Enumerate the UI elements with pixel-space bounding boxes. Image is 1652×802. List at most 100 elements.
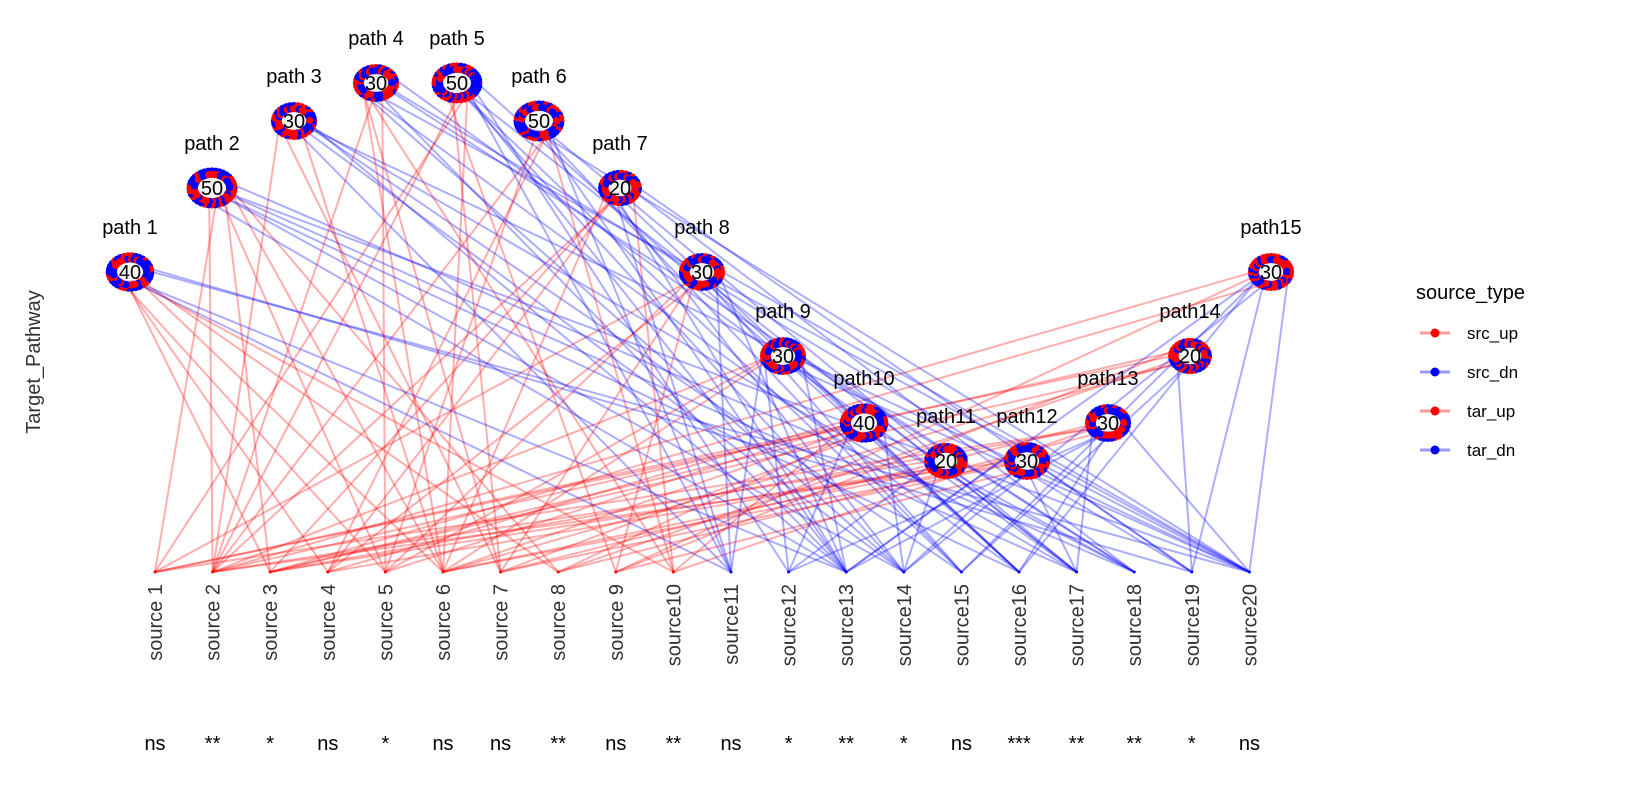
source-point (1247, 570, 1251, 574)
edge-link (710, 264, 1250, 573)
edge-link (327, 415, 862, 573)
significance-label: * (900, 733, 908, 755)
source-point (902, 570, 906, 574)
edge-link (216, 190, 387, 573)
significance-label: ns (951, 733, 972, 755)
edge-link (112, 268, 674, 573)
edge-link (601, 183, 905, 573)
node-center (770, 347, 796, 365)
edge-link (442, 187, 610, 573)
edge-link (440, 78, 617, 573)
pathway-label: path 2 (184, 133, 240, 155)
edge-link (442, 85, 469, 573)
node-center (1178, 347, 1202, 365)
edge-link (226, 185, 444, 573)
pathway-count: 20 (1179, 346, 1201, 368)
edge-link (120, 270, 272, 573)
legend-dot (1430, 445, 1440, 455)
source-label: source 6 (433, 584, 455, 661)
edge-link (960, 358, 1195, 573)
edge-link (608, 186, 1020, 573)
edge-link (450, 85, 502, 573)
pathway-count: 40 (119, 262, 141, 284)
significance-label: * (1188, 733, 1196, 755)
edge-link (902, 462, 942, 573)
node-center (443, 73, 471, 93)
source-label: source 8 (548, 584, 570, 661)
edge-link (932, 461, 1135, 573)
edge-link (673, 428, 1091, 573)
significance-label: ** (550, 733, 566, 755)
source-point-layer (153, 570, 1251, 574)
edge-link (278, 124, 502, 573)
pathway-label: path15 (1240, 217, 1301, 239)
legend-label: src_up (1467, 324, 1518, 343)
pathway-node: 20 path11 (916, 406, 976, 480)
source-label: source18 (1124, 584, 1146, 666)
source-label: source10 (663, 584, 685, 666)
edge-link (633, 184, 1193, 573)
source-point (211, 570, 215, 574)
edge-link (557, 352, 1197, 573)
edge-link (327, 267, 718, 573)
legend-dot (1430, 328, 1440, 338)
edge-link (451, 80, 1078, 573)
pathway-count: 40 (853, 413, 875, 435)
edge-link (307, 122, 847, 573)
source-point (326, 570, 330, 574)
edge-link (463, 82, 732, 573)
node-center (608, 179, 632, 197)
edge-link (154, 85, 474, 573)
source-label: source11 (721, 584, 743, 665)
edge-link (787, 429, 852, 573)
significance-label: ns (144, 733, 165, 755)
pathway-count: 20 (609, 178, 631, 200)
edge-link (606, 181, 848, 573)
edge-link (292, 115, 962, 573)
significance-label: ns (490, 733, 511, 755)
source-label: source 1 (145, 584, 167, 661)
edge-link (212, 456, 955, 573)
edge-link (154, 426, 853, 573)
edge-link (442, 358, 1192, 573)
pathway-label: path11 (916, 406, 976, 428)
legend-label: tar_up (1467, 402, 1515, 421)
edge-link (457, 88, 905, 573)
pathway-count: 50 (201, 178, 223, 200)
edge-link (355, 85, 1020, 573)
pathway-node: 30 path12 (996, 406, 1058, 480)
node-dot (957, 456, 965, 464)
edge-link (557, 423, 876, 573)
pathway-label: path 3 (266, 66, 322, 88)
source-point (383, 570, 387, 574)
edge-link (202, 184, 905, 573)
edge-link (1033, 459, 1250, 573)
edge-link (1018, 416, 1119, 573)
source-label: source 5 (375, 584, 397, 661)
pathway-label: path 8 (674, 217, 730, 239)
edge-link (500, 420, 1105, 573)
edge-link (787, 453, 945, 573)
node-dot (388, 78, 396, 87)
edge-link (154, 353, 1182, 573)
source-point (268, 570, 272, 574)
pathway-node: 50 path 6 (511, 66, 567, 142)
edge-link (226, 181, 1135, 573)
edge-link (212, 264, 1278, 573)
edge-link (730, 350, 765, 573)
node-dot (1120, 418, 1128, 427)
significance-label: ns (605, 733, 626, 755)
source-point (959, 570, 963, 574)
edge-link (378, 80, 1193, 573)
pathway-count: 30 (691, 262, 713, 284)
source-point (153, 570, 157, 574)
significance-label: ns (1239, 733, 1260, 755)
edge-link (227, 184, 559, 573)
edge-link (798, 349, 848, 573)
edge-link (881, 420, 905, 573)
pathway-count: 30 (283, 111, 305, 133)
edge-link (270, 424, 1114, 573)
node-dot (714, 267, 722, 276)
source-label: source 2 (203, 584, 225, 661)
